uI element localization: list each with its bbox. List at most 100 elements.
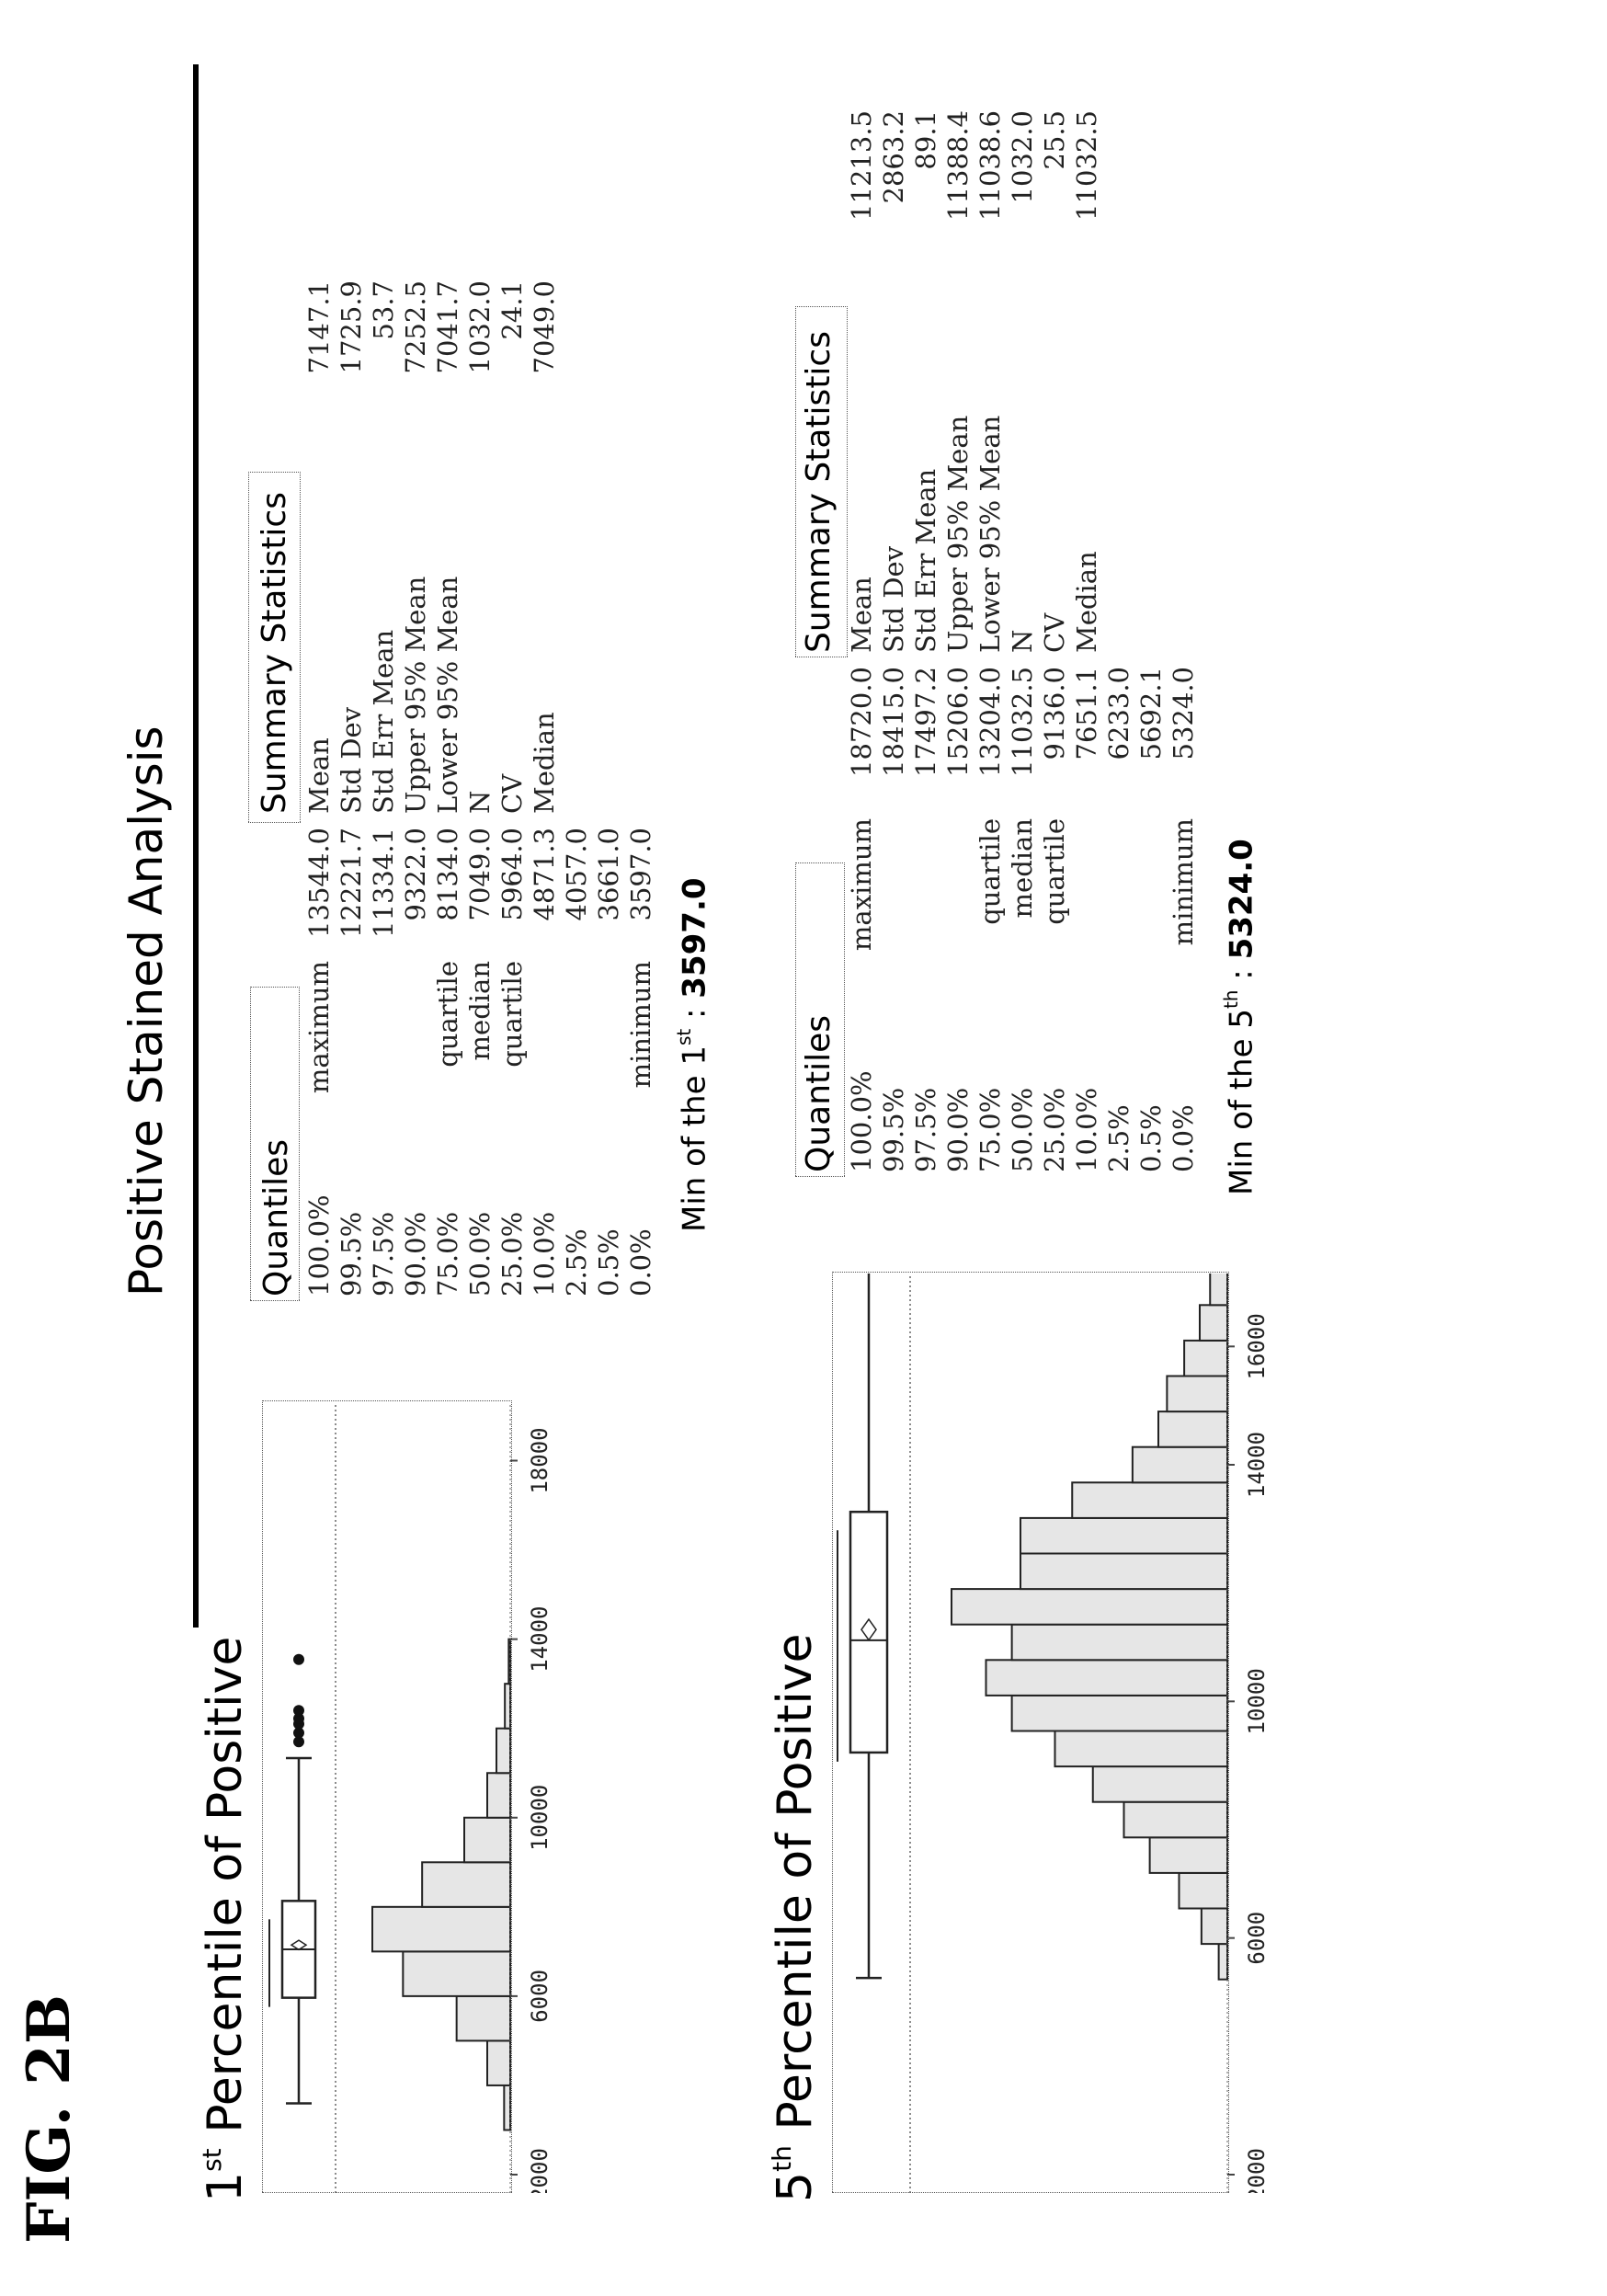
histogram-bar: [486, 1772, 511, 1819]
quantile-pct: 0.0%: [625, 1228, 656, 1296]
histogram-bar: [455, 1994, 512, 2042]
min-note-1: Min of the 1st : 3597.0: [673, 877, 713, 1232]
summary-value: 25.5: [1039, 110, 1070, 170]
histogram-bar: [1020, 1516, 1228, 1555]
x-tick-label: 16000: [1244, 1313, 1270, 1379]
quantiles-header-2: Quantiles: [800, 1014, 838, 1172]
quantile-pct: 97.5%: [368, 1211, 399, 1296]
quantile-value: 6233.0: [1103, 667, 1134, 760]
quantile-pct: 99.5%: [336, 1211, 367, 1296]
x-tick-label: 2000: [527, 2148, 553, 2193]
quantile-row: 90.0% 9322.0: [400, 818, 432, 1296]
summary-label: Lower 95% Mean: [432, 576, 463, 814]
quantile-value: 13544.0: [303, 828, 335, 938]
summary-value: 7252.5: [400, 280, 431, 374]
summary-label: Median: [529, 712, 560, 814]
histogram-bar: [1091, 1765, 1228, 1803]
x-tick-label: 6000: [1244, 1912, 1270, 1965]
quantile-row: 0.5% 3661.0: [593, 818, 625, 1296]
quantile-value: 11032.5: [1007, 667, 1038, 777]
quantile-label: quartile: [432, 961, 463, 1068]
histogram-bar: [1020, 1552, 1228, 1591]
summary-row: Std Err Mean 53.7: [368, 97, 400, 814]
histogram-chart-2: 2000 6000 10000 14000 16000: [837, 1274, 1270, 2193]
quantile-pct: 0.5%: [593, 1228, 624, 1296]
summary-value: 11213.5: [846, 110, 877, 221]
quantile-value: 5964.0: [496, 828, 528, 921]
summary-header-2: Summary Statistics: [800, 331, 838, 653]
page-title: Positive Stained Analysis: [120, 725, 173, 1296]
summary-label: Upper 95% Mean: [400, 576, 431, 814]
summary-row: Upper 95% Mean 11388.4: [942, 101, 974, 653]
histogram-bar: [463, 1816, 511, 1864]
quantile-row: 90.0% 15206.0: [942, 657, 974, 1172]
summary-label: Std Dev: [878, 545, 909, 653]
quantile-label: quartile: [974, 818, 1006, 925]
summary-label: Mean: [846, 577, 877, 653]
summary-value: 1032.0: [464, 280, 496, 374]
quantile-label: quartile: [496, 961, 528, 1068]
outlier-point: [293, 1712, 304, 1724]
quantile-pct: 100.0%: [303, 1194, 335, 1296]
quantile-value: 4057.0: [561, 828, 592, 921]
summary-value: 7147.1: [303, 280, 335, 374]
quantile-pct: 90.0%: [400, 1211, 431, 1296]
quantile-row: 97.5% 17497.2: [910, 657, 942, 1172]
histogram-bar: [951, 1588, 1228, 1626]
summary-label: N: [1007, 629, 1038, 653]
summary-label: CV: [1039, 612, 1070, 653]
summary-row: Std Dev 2863.2: [878, 101, 910, 653]
summary-row: Lower 95% Mean 11038.6: [974, 101, 1007, 653]
summary-label: CV: [496, 773, 528, 814]
quantile-row: 50.0% median 11032.5: [1007, 657, 1039, 1172]
summary-value: 1032.0: [1007, 110, 1038, 204]
summary-label: Median: [1071, 551, 1102, 653]
quantile-value: 8134.0: [432, 828, 463, 921]
quantile-label: minimum: [1168, 818, 1199, 946]
summary-header-1: Summary Statistics: [256, 492, 293, 814]
outlier-point: [293, 1705, 304, 1717]
summary-row: Std Dev 1725.9: [336, 97, 368, 814]
histogram-bar: [1123, 1800, 1228, 1839]
quantile-row: 25.0% quartile 5964.0: [496, 818, 529, 1296]
histogram-bar: [1010, 1694, 1228, 1732]
quantile-row: 0.5% 5692.1: [1135, 657, 1168, 1172]
summary-row: Std Err Mean 89.1: [910, 101, 942, 653]
quantile-pct: 99.5%: [878, 1087, 909, 1172]
mean-diamond: [290, 1939, 308, 1951]
summary-row: Upper 95% Mean 7252.5: [400, 97, 432, 814]
summary-row: Mean 11213.5: [846, 101, 878, 653]
quantile-row: 2.5% 6233.0: [1103, 657, 1135, 1172]
quantile-value: 4871.3: [529, 828, 560, 921]
quantile-value: 15206.0: [942, 667, 974, 777]
quantile-pct: 10.0%: [1071, 1087, 1102, 1172]
quantile-value: 18415.0: [878, 667, 909, 777]
quantile-row: 50.0% median 7049.0: [464, 818, 496, 1296]
histogram-bar: [371, 1905, 511, 1953]
quantile-row: 99.5% 18415.0: [878, 657, 910, 1172]
summary-value: 11038.6: [974, 110, 1006, 221]
quantile-row: 10.0% 7651.1: [1071, 657, 1103, 1172]
x-tick-label: 18000: [527, 1427, 553, 1493]
histogram-bar: [1217, 1943, 1228, 1981]
quantile-pct: 2.5%: [561, 1228, 592, 1296]
quantile-pct: 90.0%: [942, 1087, 974, 1172]
quantiles-header-box-1: [250, 987, 300, 1301]
histogram-bar: [1166, 1375, 1228, 1413]
quantile-row: 100.0% maximum 18720.0: [846, 657, 878, 1172]
summary-label: Lower 95% Mean: [974, 415, 1006, 653]
histogram-bar: [402, 1950, 511, 1997]
summary-label: Std Err Mean: [368, 629, 399, 814]
quantile-pct: 0.5%: [1135, 1104, 1167, 1172]
quantile-pct: 75.0%: [974, 1087, 1006, 1172]
quantile-pct: 97.5%: [910, 1087, 941, 1172]
quantile-row: 75.0% quartile 8134.0: [432, 818, 464, 1296]
histogram-bar: [486, 2039, 511, 2086]
histogram-chart-1: 2000 6000 10000 14000 18000: [268, 1402, 553, 2193]
quantile-value: 9322.0: [400, 828, 431, 921]
x-tick-label: 14000: [527, 1606, 553, 1673]
section-1-title: 1st Percentile of Positive: [196, 1636, 253, 2202]
outlier-point: [293, 1653, 304, 1665]
quantile-pct: 10.0%: [529, 1211, 560, 1296]
quantile-pct: 0.0%: [1168, 1104, 1199, 1172]
